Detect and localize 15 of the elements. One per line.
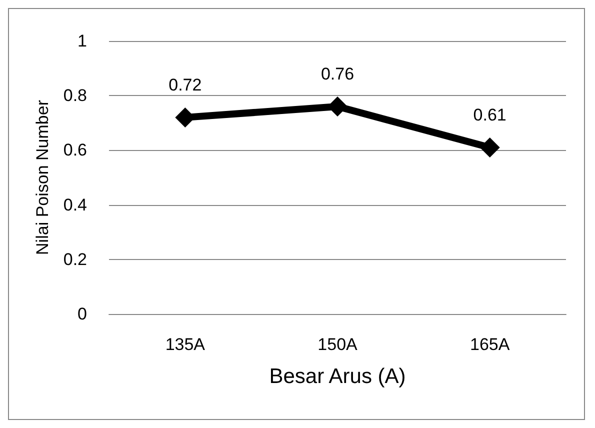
x-axis-title: Besar Arus (A) [269,365,406,388]
data-label: 0.76 [320,64,354,84]
y-axis-title: Nilai Poison Number [33,100,52,255]
y-tick-label: 0.4 [63,195,87,214]
y-tick-label: 0.2 [63,250,87,269]
y-tick-label: 1 [78,32,87,50]
x-tick-label: 150A [318,335,358,354]
y-tick-label: 0 [78,304,87,324]
data-label: 0.72 [168,75,202,94]
data-label: 0.61 [473,105,506,124]
point [480,137,500,158]
x-tick-label: 165A [470,335,510,354]
x-tick-label: 135A [165,335,206,354]
y-tick-label: 0.6 [63,140,87,160]
y-tick-label: 0.8 [63,86,87,106]
